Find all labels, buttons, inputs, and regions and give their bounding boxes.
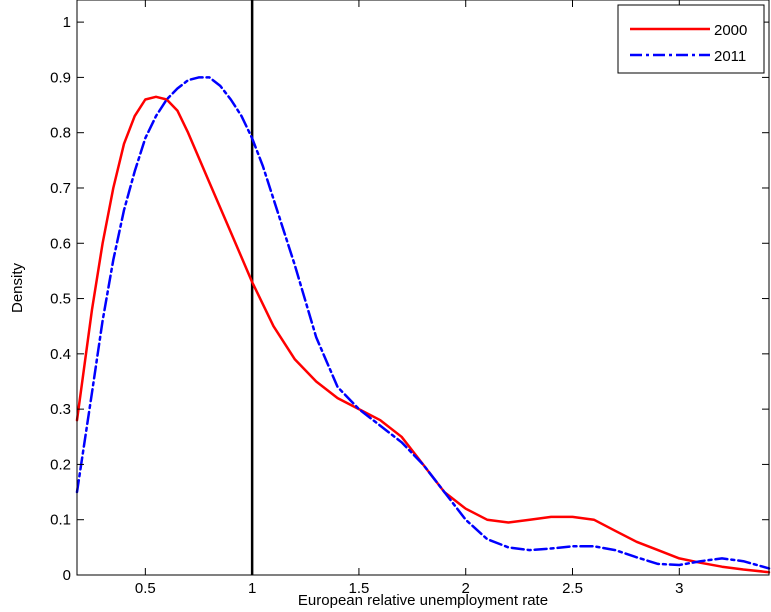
y-tick-label: 0 [63, 567, 71, 584]
y-tick-label: 1 [63, 14, 71, 31]
y-tick-label: 0.8 [50, 125, 71, 142]
x-tick-label: 2 [462, 580, 470, 597]
series-line-2000 [75, 95, 771, 574]
legend: 2000 2011 [617, 4, 765, 74]
series-layer [75, 76, 771, 574]
legend-label-2000: 2000 [714, 22, 747, 39]
x-tick-label: 1 [248, 580, 256, 597]
x-tick-label: 3 [675, 580, 683, 597]
series-line-2011 [75, 76, 771, 570]
y-tick-label: 0.1 [50, 512, 71, 529]
legend-box [617, 4, 765, 74]
plot-area [77, 0, 769, 575]
y-tick-label: 0.7 [50, 180, 71, 197]
y-tick-label: 0.3 [50, 401, 71, 418]
x-axis-label: European relative unemployment rate [298, 592, 548, 609]
x-tick-label: 0.5 [135, 580, 156, 597]
y-tick-label: 0.2 [50, 456, 71, 473]
y-axis-label: Density [9, 262, 26, 313]
plot-frame [76, 0, 770, 576]
y-tick-label: 0.9 [50, 69, 71, 86]
x-tick-label: 1.5 [348, 580, 369, 597]
legend-label-2011: 2011 [714, 48, 746, 65]
x-tick-label: 2.5 [562, 580, 583, 597]
y-tick-label: 0.5 [50, 291, 71, 308]
y-tick-label: 0.6 [50, 235, 71, 252]
y-tick-label: 0.4 [50, 346, 71, 363]
ticks-layer: 0.5 1 1.5 2 2.5 3 0 0.1 0.2 0.3 0.4 0.5 0.6 0.7 0.8 0.9… [50, 0, 769, 597]
